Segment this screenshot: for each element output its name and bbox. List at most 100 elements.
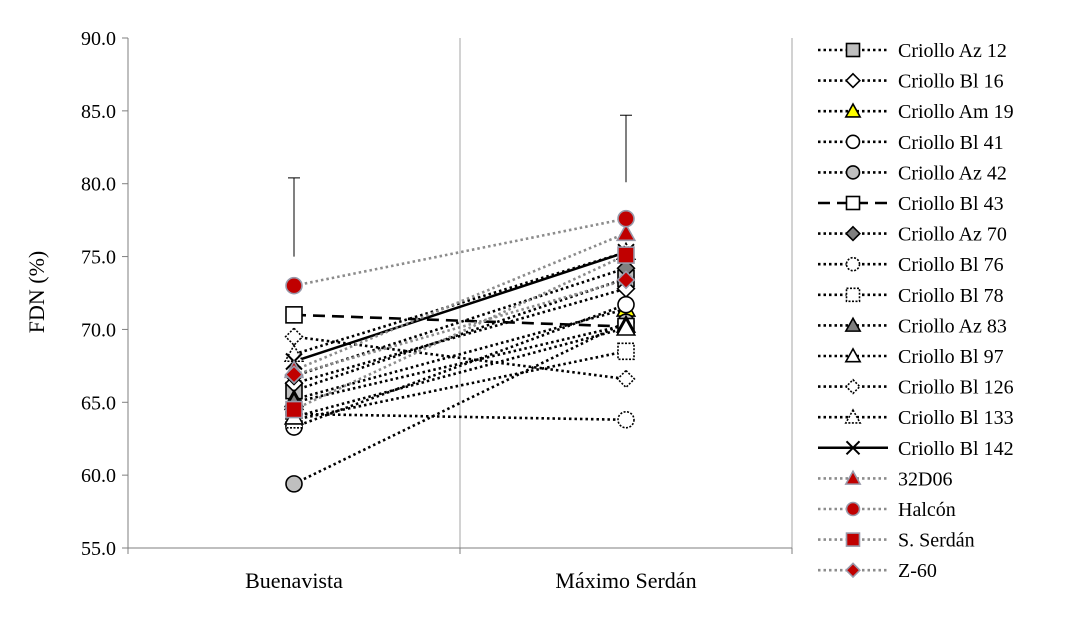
legend-item: Criollo Am 19	[818, 101, 1014, 123]
legend-label: Criollo Az 70	[898, 224, 1007, 246]
legend-label: Criollo Az 83	[898, 315, 1007, 337]
legend-item: Criollo Az 42	[818, 162, 1007, 184]
legend-label: Halcón	[898, 499, 956, 521]
y-tick-label: 90.0	[81, 28, 116, 50]
data-point	[285, 276, 303, 295]
legend-marker	[845, 195, 861, 211]
legend-item: Criollo Bl 97	[818, 346, 1004, 368]
legend: Criollo Az 12 Criollo Bl 16 Criollo Am 19 C…	[818, 40, 1014, 582]
legend-marker	[845, 42, 861, 58]
series-group	[293, 217, 627, 287]
series-group	[293, 251, 627, 363]
data-point	[285, 306, 303, 324]
legend-label: Criollo Bl 78	[898, 285, 1004, 307]
legend-marker	[845, 562, 861, 579]
series-group	[293, 313, 627, 328]
legend-marker	[845, 440, 861, 456]
legend-item: Criollo Bl 126	[818, 377, 1014, 399]
legend-label: Criollo Am 19	[898, 101, 1014, 123]
legend-label: Criollo Bl 16	[898, 71, 1004, 93]
y-tick-label: 85.0	[81, 101, 116, 123]
legend-marker	[844, 102, 862, 118]
legend-label: Criollo Bl 97	[898, 346, 1004, 368]
legend-item: Criollo Bl 41	[818, 132, 1004, 154]
series-line	[293, 287, 627, 385]
legend-label: Criollo Bl 43	[898, 193, 1004, 215]
legend-marker	[845, 532, 861, 547]
legend-label: Criollo Bl 41	[898, 132, 1004, 154]
legend-item: Criollo Az 12	[818, 40, 1007, 62]
series-points	[285, 209, 635, 295]
legend-marker	[844, 347, 862, 363]
series-group	[293, 412, 627, 422]
legend-marker	[845, 225, 861, 242]
data-point	[285, 400, 303, 419]
legend-marker	[845, 72, 861, 89]
legend-marker	[845, 287, 861, 303]
series-group	[293, 350, 627, 422]
data-point	[285, 475, 303, 493]
series-group	[293, 253, 627, 411]
legend-marker	[845, 501, 861, 517]
data-point	[284, 327, 304, 347]
series-line	[293, 277, 627, 392]
legend-item: Criollo Bl 16	[818, 71, 1004, 93]
series-points	[284, 327, 636, 389]
legend-marker	[845, 165, 861, 180]
data-point	[616, 270, 636, 290]
legend-marker	[844, 316, 862, 332]
data-point	[617, 246, 635, 264]
series-group	[293, 326, 627, 419]
legend-item: Criollo Bl 78	[818, 285, 1004, 307]
y-tick-label: 65.0	[81, 392, 116, 414]
series-line	[293, 278, 627, 376]
series-group	[293, 278, 627, 376]
legend-item: Criollo Az 70	[818, 224, 1007, 246]
data-point	[616, 369, 636, 389]
series-line	[293, 313, 627, 328]
x-tick-label: Máximo Serdán	[555, 568, 696, 593]
legend-marker	[844, 469, 862, 485]
y-tick-label: 75.0	[81, 247, 116, 269]
legend-item: Criollo Bl 142	[818, 438, 1014, 460]
series-points	[284, 270, 636, 385]
series-line	[293, 251, 627, 363]
legend-label: Criollo Bl 133	[898, 407, 1014, 429]
series-line	[293, 303, 627, 429]
y-tick-label: 60.0	[81, 465, 116, 487]
legend-label: 32D06	[898, 468, 952, 490]
legend-label: S. Serdán	[898, 530, 975, 552]
y-axis-label: FDN (%)	[24, 251, 49, 334]
legend-marker	[845, 256, 861, 272]
data-point	[615, 222, 637, 242]
series-line	[293, 326, 627, 419]
series-line	[293, 253, 627, 411]
series-line	[293, 323, 627, 404]
legend-label: Z-60	[898, 560, 937, 582]
legend-item: Criollo Bl 133	[818, 407, 1014, 429]
legend-label: Criollo Bl 142	[898, 438, 1014, 460]
data-point	[617, 410, 635, 429]
data-point	[617, 342, 635, 361]
legend-item: Criollo Az 83	[818, 315, 1007, 337]
series-layer	[283, 209, 637, 493]
series-group	[293, 303, 627, 429]
series-points	[285, 246, 635, 419]
data-point	[284, 365, 304, 385]
legend-marker	[845, 134, 861, 150]
legend-item: Z-60	[818, 560, 937, 582]
series-group	[293, 232, 627, 372]
data-point	[617, 209, 635, 228]
axis-layer: 55.0 60.0 65.0 70.0 75.0 80.0 85.0 90.0 Buenavis…	[81, 28, 793, 593]
data-point	[615, 317, 637, 336]
legend-marker	[844, 408, 862, 424]
series-group	[293, 287, 627, 385]
legend-label: Criollo Az 42	[898, 162, 1007, 184]
series-group	[293, 277, 627, 392]
series-line	[293, 232, 627, 372]
data-point	[617, 295, 635, 314]
legend-item: 32D06	[818, 468, 952, 490]
legend-item: Criollo Bl 76	[818, 254, 1004, 276]
